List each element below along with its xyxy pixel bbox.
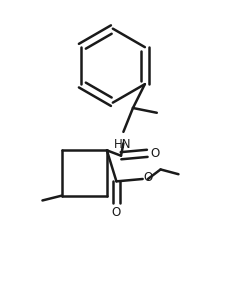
Text: O: O (150, 147, 159, 160)
Text: O: O (112, 206, 121, 220)
Text: HN: HN (114, 138, 131, 151)
Text: O: O (144, 171, 153, 183)
